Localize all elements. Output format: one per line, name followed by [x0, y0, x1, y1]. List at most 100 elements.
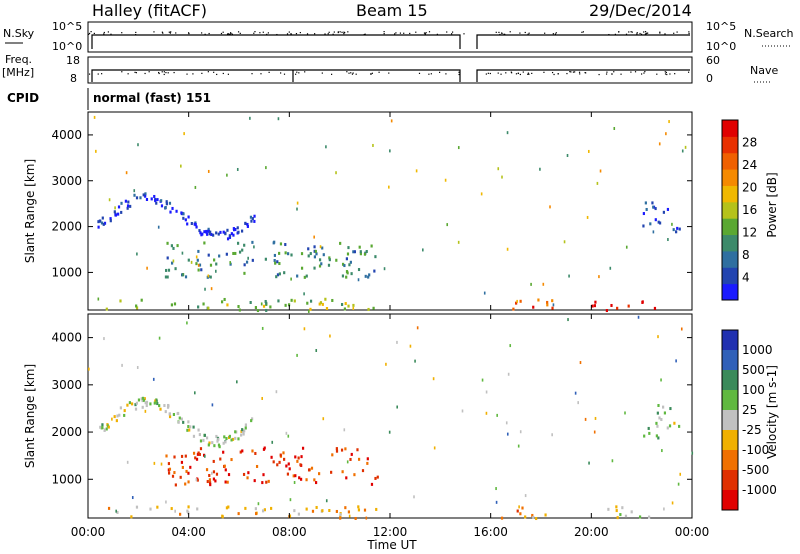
range-gate-cell — [361, 469, 365, 473]
range-gate-cell — [225, 252, 228, 256]
range-gate-cell — [166, 275, 169, 279]
nsky-point — [636, 33, 638, 35]
range-gate-cell — [223, 297, 226, 301]
range-gate-cell — [211, 471, 213, 475]
range-gate-cell — [170, 507, 173, 511]
range-gate-cell — [413, 495, 415, 499]
velocity-cells — [88, 315, 694, 521]
colorbar-swatch — [722, 490, 738, 511]
nsky-point — [640, 33, 643, 35]
y-tick-label: 2000 — [51, 425, 82, 439]
range-gate-cell — [315, 252, 318, 256]
range-gate-cell — [282, 451, 285, 455]
range-gate-cell — [180, 417, 183, 421]
range-gate-cell — [367, 275, 370, 279]
range-gate-cell — [678, 424, 681, 428]
range-gate-cell — [229, 261, 232, 265]
range-gate-cell — [196, 478, 199, 482]
range-gate-cell — [217, 437, 220, 441]
range-gate-cell — [205, 230, 208, 234]
range-gate-cell — [167, 268, 171, 272]
freq-point — [428, 73, 430, 75]
range-gate-cell — [335, 509, 338, 513]
range-gate-cell — [224, 440, 227, 444]
range-gate-cell — [184, 454, 187, 458]
range-gate-cell — [654, 207, 657, 211]
range-gate-cell — [118, 413, 121, 417]
freq-point — [296, 71, 298, 73]
range-gate-cell — [638, 515, 642, 519]
range-gate-cell — [113, 415, 116, 419]
nsky-point — [162, 32, 164, 34]
range-gate-cell — [170, 244, 173, 248]
nsky-point — [201, 32, 203, 34]
nsky-point — [327, 33, 329, 35]
range-gate-cell — [335, 449, 339, 453]
range-gate-cell — [261, 326, 264, 330]
range-gate-cell — [223, 435, 226, 439]
range-gate-cell — [322, 253, 325, 257]
range-gate-cell — [605, 309, 608, 313]
range-gate-cell — [343, 307, 347, 311]
colorbar-tick-label: 4 — [742, 271, 750, 285]
nsky-point — [253, 32, 255, 34]
range-gate-cell — [192, 425, 195, 429]
colorbar-swatch — [722, 250, 738, 268]
range-gate-cell — [350, 452, 353, 456]
range-gate-cell — [296, 274, 299, 278]
power-colorbar: 4 8 12 16 20 24 28 — [721, 119, 757, 301]
range-gate-cell — [432, 377, 435, 381]
range-gate-cell — [341, 274, 345, 278]
range-gate-cell — [495, 487, 497, 491]
range-gate-cell — [649, 222, 652, 226]
range-gate-cell — [518, 505, 520, 509]
range-gate-cell — [512, 307, 515, 311]
range-gate-cell — [139, 196, 142, 200]
range-gate-cell — [500, 516, 504, 520]
range-gate-cell — [325, 306, 329, 310]
nsky-point — [618, 31, 620, 33]
nsky-point — [394, 33, 396, 35]
range-gate-cell — [245, 260, 249, 264]
range-gate-cell — [182, 216, 185, 220]
nsky-point — [328, 31, 330, 33]
freq-point — [644, 71, 646, 73]
range-gate-cell — [314, 249, 317, 253]
x-axis-title: Time UT — [366, 538, 417, 552]
range-gate-cell — [283, 457, 286, 461]
range-gate-cell — [647, 515, 651, 519]
freq-point — [148, 71, 150, 73]
colorbar-swatch — [722, 234, 738, 252]
range-gate-cell — [262, 473, 265, 477]
range-gate-cell — [226, 237, 230, 241]
nsky-point — [107, 31, 109, 33]
range-gate-cell — [657, 335, 659, 339]
freq-point — [643, 72, 645, 74]
freq-unit: [MHz] — [2, 66, 34, 79]
range-gate-cell — [105, 427, 108, 431]
range-gate-cell — [156, 198, 159, 202]
range-gate-cell — [624, 514, 628, 518]
range-gate-cell — [195, 225, 198, 229]
freq-point — [445, 73, 447, 75]
range-gate-cell — [307, 468, 311, 472]
nsky-point — [339, 31, 341, 33]
freq-point — [531, 72, 533, 74]
range-gate-cell — [278, 262, 281, 266]
range-gate-cell — [551, 306, 554, 310]
range-gate-cell — [197, 305, 200, 309]
range-gate-cell — [278, 251, 281, 255]
range-gate-cell — [276, 463, 279, 467]
range-gate-cell — [131, 496, 134, 500]
range-gate-cell — [374, 255, 377, 259]
range-gate-cell — [305, 274, 308, 278]
range-gate-cell — [598, 275, 600, 279]
freq-point — [522, 71, 524, 73]
freq-scatter — [88, 71, 690, 76]
nsky-point — [93, 32, 95, 35]
colorbar-tick-label: 500 — [742, 363, 765, 377]
range-gate-cell — [195, 255, 198, 259]
range-gate-cell — [660, 378, 662, 382]
range-gate-cell — [135, 505, 139, 509]
range-gate-cell — [594, 300, 597, 304]
